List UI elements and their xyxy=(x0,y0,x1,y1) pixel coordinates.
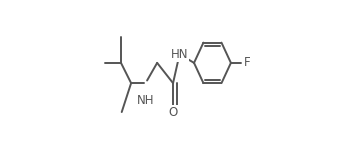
Text: HN: HN xyxy=(171,48,188,61)
Text: F: F xyxy=(244,56,251,69)
Text: O: O xyxy=(169,106,178,119)
Text: NH: NH xyxy=(137,94,154,107)
